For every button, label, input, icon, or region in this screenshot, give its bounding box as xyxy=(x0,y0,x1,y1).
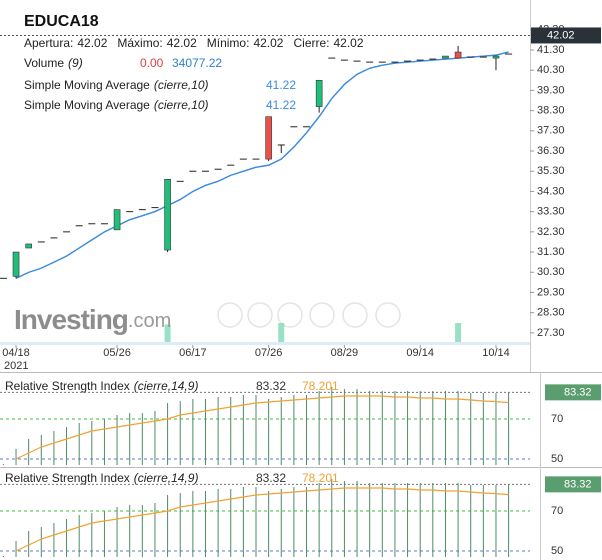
watermark-suffix: .com xyxy=(128,310,171,332)
candle-body xyxy=(265,116,272,160)
y-tick-label: 36.30 xyxy=(537,145,565,157)
ohlc-item: Mínimo: 42.02 xyxy=(207,36,284,50)
ohlc-value: 42.02 xyxy=(253,36,283,50)
volume-bar xyxy=(278,323,285,345)
last-value-label: 83.32 xyxy=(564,386,592,398)
last-value-box xyxy=(545,384,601,401)
signal-line xyxy=(15,487,509,552)
rsi-legend-value: 83.32 xyxy=(256,379,286,393)
indicator-name: Relative Strength Index xyxy=(5,471,130,485)
y-tick-label: 27.30 xyxy=(537,327,565,339)
indicator-name: Simple Moving Average xyxy=(24,98,150,112)
ohlc-value: 42.02 xyxy=(334,36,364,50)
ohlc-label: Apertura: xyxy=(24,36,73,50)
y-tick-label: 37.30 xyxy=(537,125,565,137)
candle-body xyxy=(164,179,171,251)
y-tick-label: 41.30 xyxy=(537,44,565,56)
sma-legend: Simple Moving Average (cierre,10) xyxy=(24,78,209,92)
volume-bar xyxy=(455,323,462,345)
indicator-name: Relative Strength Index xyxy=(5,379,130,393)
indicator-params: (cierre,14,9) xyxy=(134,471,199,485)
last-value-box xyxy=(545,476,601,493)
last-price-label: 42.02 xyxy=(547,29,575,41)
rsi-legend-value: 83.32 xyxy=(256,471,286,485)
rsi-legend: Relative Strength Index (cierre,14,9) xyxy=(5,471,198,485)
sma-legend: Simple Moving Average (cierre,10) xyxy=(24,98,209,112)
y-tick-label: 29.30 xyxy=(537,286,565,298)
ohlc-value: 42.02 xyxy=(167,36,197,50)
volume-last: 34077.22 xyxy=(172,56,222,70)
candle-body xyxy=(492,55,500,59)
indicator-name: Simple Moving Average xyxy=(24,78,150,92)
y-tick-label: 30.30 xyxy=(537,266,565,278)
y-tick-label: 33.30 xyxy=(537,206,565,218)
y-tick-label: 50 xyxy=(551,545,563,557)
signal-line xyxy=(15,395,509,460)
ohlc-label: Máximo: xyxy=(117,36,162,50)
indicator-params: (cierre,10) xyxy=(154,98,209,112)
ohlc-label: Cierre: xyxy=(293,36,329,50)
ohlc-item: Cierre: 42.02 xyxy=(293,36,363,50)
indicator-params: (9) xyxy=(68,56,83,70)
sma-value: 41.22 xyxy=(266,78,296,92)
y-tick-label: 28.30 xyxy=(537,307,565,319)
watermark-text: Investing.com xyxy=(14,304,171,335)
volume-legend: Volume (9) xyxy=(24,56,83,70)
indicator-name: Volume xyxy=(24,56,64,70)
x-tick-label: 09/14 xyxy=(406,347,434,359)
x-tick-label: 04/18 xyxy=(2,347,30,359)
y-tick-label: 50 xyxy=(551,453,563,465)
y-tick-label: 38.30 xyxy=(537,105,565,117)
y-tick-label: 39.30 xyxy=(537,84,565,96)
candle-body xyxy=(442,55,449,59)
sma-line xyxy=(15,51,509,279)
candle-body xyxy=(315,80,323,107)
y-tick-label: 34.30 xyxy=(537,185,565,197)
indicator-params: (cierre,10) xyxy=(154,78,209,92)
rsi-legend-value: 78.201 xyxy=(302,471,339,485)
ohlc-item: Apertura: 42.02 xyxy=(24,36,108,50)
ohlc-value: 42.02 xyxy=(77,36,107,50)
rsi-legend-value: 78.201 xyxy=(302,379,339,393)
x-tick-label: 10/14 xyxy=(482,347,510,359)
volume-change: 0.00 xyxy=(140,56,164,70)
last-value-label: 83.32 xyxy=(564,478,592,490)
volume-bar xyxy=(164,324,171,345)
rsi-legend: Relative Strength Index (cierre,14,9) xyxy=(5,379,198,393)
ohlc-label: Mínimo: xyxy=(207,36,250,50)
ohlc-item: Máximo: 42.02 xyxy=(117,36,197,50)
y-tick-label: 70 xyxy=(551,505,563,517)
year-label: 2021 xyxy=(4,360,28,372)
y-tick-label: 70 xyxy=(551,413,563,425)
nav-buttons xyxy=(217,302,401,328)
candle-body xyxy=(454,51,462,59)
sma-value: 41.22 xyxy=(266,98,296,112)
x-tick-label: 07/26 xyxy=(255,347,283,359)
volume-base xyxy=(0,342,530,345)
watermark: Investing xyxy=(14,304,128,335)
x-tick-label: 05/26 xyxy=(103,347,131,359)
x-tick-label: 06/17 xyxy=(179,347,207,359)
candle-body xyxy=(12,251,20,277)
chart-title: EDUCA18 xyxy=(24,13,99,30)
indicator-params: (cierre,14,9) xyxy=(134,379,199,393)
y-tick-label: 31.30 xyxy=(537,246,565,258)
last-price-box xyxy=(531,27,601,44)
y-tick-label: 35.30 xyxy=(537,165,565,177)
candle-body xyxy=(25,243,32,249)
y-tick-label: 32.30 xyxy=(537,226,565,238)
y-tick-label: 40.30 xyxy=(537,64,565,76)
x-tick-label: 08/29 xyxy=(331,347,359,359)
candle-body xyxy=(113,209,121,231)
